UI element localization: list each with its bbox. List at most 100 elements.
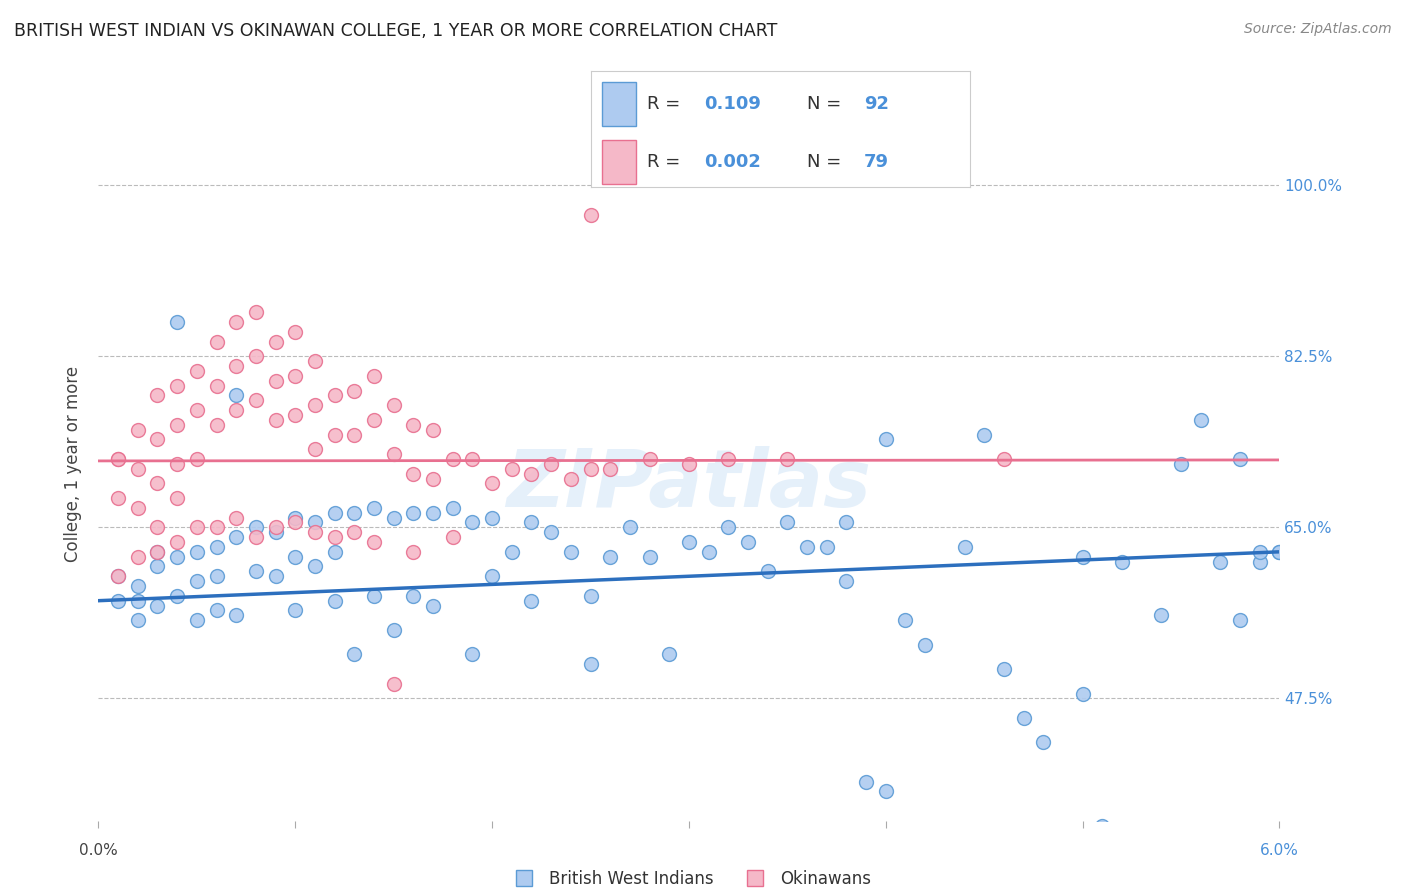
- Point: [127, 593, 149, 607]
- Point: [894, 613, 917, 627]
- Point: [1150, 608, 1173, 623]
- Point: [363, 500, 385, 515]
- Point: [776, 516, 799, 530]
- Point: [304, 525, 326, 540]
- Point: [205, 417, 228, 432]
- Point: [186, 452, 208, 467]
- Point: [245, 349, 267, 363]
- Point: [520, 516, 543, 530]
- Point: [953, 540, 976, 554]
- Point: [1189, 413, 1212, 427]
- Point: [1268, 545, 1291, 559]
- Point: [501, 461, 523, 475]
- Point: [560, 471, 582, 485]
- Point: [678, 457, 700, 471]
- Point: [107, 569, 129, 583]
- Point: [599, 549, 621, 564]
- Point: [717, 452, 740, 467]
- Point: [225, 359, 247, 373]
- Point: [225, 403, 247, 417]
- Point: [304, 398, 326, 412]
- Point: [382, 623, 405, 637]
- Point: [658, 648, 681, 662]
- Point: [205, 378, 228, 392]
- Point: [1229, 452, 1251, 467]
- Point: [245, 393, 267, 408]
- Point: [245, 530, 267, 544]
- FancyBboxPatch shape: [602, 82, 636, 126]
- Point: [107, 452, 129, 467]
- Point: [481, 510, 503, 524]
- Point: [323, 530, 346, 544]
- Point: [304, 516, 326, 530]
- Point: [186, 520, 208, 534]
- Point: [540, 525, 562, 540]
- Point: [323, 388, 346, 402]
- Point: [205, 603, 228, 617]
- Point: [186, 364, 208, 378]
- Point: [146, 520, 169, 534]
- Legend: British West Indians, Okinawans: British West Indians, Okinawans: [501, 863, 877, 892]
- Text: N =: N =: [807, 95, 846, 112]
- Point: [304, 559, 326, 574]
- Point: [382, 447, 405, 461]
- Point: [146, 545, 169, 559]
- Point: [245, 565, 267, 579]
- Point: [835, 516, 858, 530]
- Point: [993, 662, 1015, 676]
- Point: [875, 433, 897, 447]
- Point: [264, 334, 287, 349]
- Point: [304, 354, 326, 368]
- Point: [1249, 555, 1271, 569]
- Point: [363, 535, 385, 549]
- Point: [382, 398, 405, 412]
- Point: [776, 452, 799, 467]
- Point: [501, 545, 523, 559]
- Point: [796, 540, 818, 554]
- Text: 0.002: 0.002: [704, 153, 761, 170]
- Point: [127, 423, 149, 437]
- Text: N =: N =: [807, 153, 846, 170]
- Text: R =: R =: [647, 153, 686, 170]
- Point: [127, 500, 149, 515]
- Point: [363, 589, 385, 603]
- FancyBboxPatch shape: [602, 140, 636, 184]
- Text: 6.0%: 6.0%: [1260, 843, 1299, 858]
- Point: [1249, 545, 1271, 559]
- Point: [264, 569, 287, 583]
- Point: [402, 589, 425, 603]
- Point: [441, 500, 464, 515]
- Point: [579, 208, 602, 222]
- Point: [284, 510, 307, 524]
- Text: 0.109: 0.109: [704, 95, 761, 112]
- Point: [186, 574, 208, 589]
- Point: [1209, 555, 1232, 569]
- Point: [855, 774, 877, 789]
- Point: [323, 506, 346, 520]
- Point: [284, 603, 307, 617]
- Point: [166, 491, 188, 505]
- Point: [264, 374, 287, 388]
- Point: [382, 677, 405, 691]
- Point: [461, 452, 484, 467]
- Point: [166, 378, 188, 392]
- Point: [186, 403, 208, 417]
- Point: [304, 442, 326, 457]
- Point: [717, 520, 740, 534]
- Point: [245, 520, 267, 534]
- Point: [284, 408, 307, 422]
- Point: [402, 506, 425, 520]
- Point: [402, 545, 425, 559]
- Point: [343, 427, 366, 442]
- Point: [579, 589, 602, 603]
- Point: [540, 457, 562, 471]
- Point: [166, 535, 188, 549]
- Point: [402, 417, 425, 432]
- Point: [166, 457, 188, 471]
- Point: [166, 549, 188, 564]
- Point: [343, 506, 366, 520]
- Point: [146, 599, 169, 613]
- Point: [323, 427, 346, 442]
- Y-axis label: College, 1 year or more: College, 1 year or more: [65, 366, 83, 562]
- Point: [225, 315, 247, 329]
